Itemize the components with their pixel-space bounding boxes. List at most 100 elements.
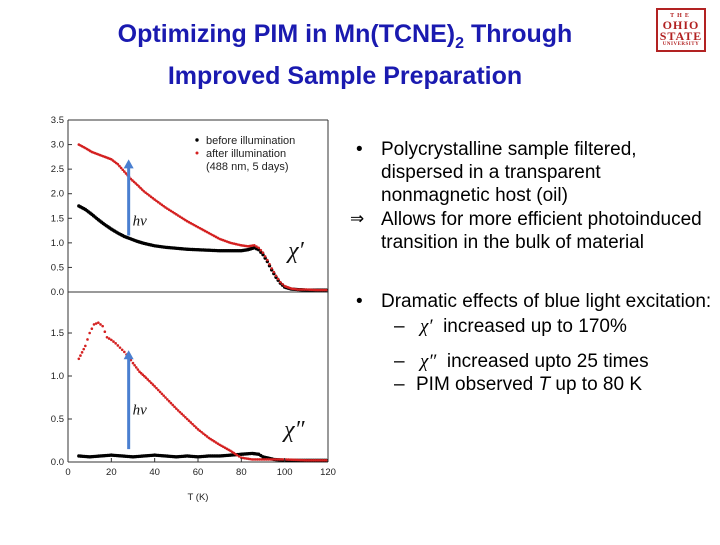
data-point: [268, 458, 272, 461]
data-point: [149, 381, 153, 385]
data-point: [169, 401, 173, 405]
data-point: [84, 344, 87, 348]
y-tick-label: 1.5: [51, 213, 64, 224]
y-tick-label: 1.5: [51, 328, 64, 339]
sub-item-chi-double-prime: – χ″ increased upto 25 times: [350, 350, 712, 373]
data-point: [176, 409, 180, 412]
y-tick-label: 0.0: [51, 287, 64, 298]
data-point: [276, 458, 279, 461]
data-point: [191, 422, 194, 426]
y-tick-label: 1.0: [51, 371, 64, 382]
data-point: [254, 458, 258, 461]
data-point: [321, 288, 324, 292]
data-point: [259, 458, 263, 461]
data-point: [265, 458, 268, 461]
data-point: [193, 424, 196, 428]
bullet-1-implies-text: Allows for more efficient photoinduced t…: [381, 209, 702, 253]
data-point: [146, 378, 150, 381]
bullet-list: • Polycrystalline sample filtered, dispe…: [350, 138, 712, 396]
data-point: [203, 433, 207, 437]
chi-double-prime-symbol: χ″: [420, 351, 437, 372]
data-point: [107, 337, 111, 340]
data-point: [82, 347, 86, 351]
data-point: [162, 394, 165, 397]
data-point: [279, 458, 283, 461]
data-point: [155, 386, 158, 390]
data-point: [99, 323, 102, 326]
ohio-state-logo: THE OHIO STATE UNIVERSITY: [656, 8, 706, 52]
bullet-2-text: Dramatic effects of blue light excitatio…: [381, 291, 712, 312]
y-tick-label: 3.5: [51, 115, 64, 126]
data-point: [235, 453, 239, 457]
y-tick-label: 1.0: [51, 238, 64, 249]
bullet-1-implies: ⇒ Allows for more efficient photoinduced…: [350, 208, 712, 254]
data-point: [202, 432, 205, 435]
bullet-mark: •: [356, 291, 363, 312]
y-tick-label: 2.5: [51, 164, 64, 175]
data-point: [257, 246, 260, 250]
data-point: [255, 245, 258, 248]
data-point: [118, 164, 121, 168]
x-tick-label: 80: [236, 467, 247, 478]
data-point: [158, 390, 162, 394]
data-point: [147, 194, 151, 197]
data-point: [270, 267, 273, 270]
data-point: [306, 458, 310, 462]
data-point: [279, 280, 282, 284]
chi-double-prime-label: χ″: [282, 417, 306, 443]
data-point: [140, 188, 144, 191]
data-point: [92, 323, 96, 326]
data-point: [162, 204, 165, 208]
sub-item-chi-prime: – χ′ increased up to 170%: [350, 315, 712, 338]
sub-item-2-text: increased upto 25 times: [446, 351, 649, 372]
title-line-2: Improved Sample Preparation: [167, 62, 523, 90]
data-point: [118, 346, 122, 349]
data-point: [171, 403, 175, 407]
data-point: [323, 288, 326, 292]
data-point: [112, 340, 115, 343]
photon-energy-label: hν: [133, 403, 148, 419]
legend-after: after illumination: [206, 148, 286, 160]
data-point: [182, 414, 185, 417]
data-point: [317, 288, 321, 292]
data-point: [137, 185, 141, 188]
data-point: [119, 166, 123, 170]
data-point: [97, 321, 100, 324]
data-point: [160, 392, 164, 396]
data-point: [196, 428, 200, 431]
data-point: [310, 458, 314, 462]
data-point: [144, 376, 148, 380]
data-point: [136, 368, 140, 371]
data-point: [148, 379, 151, 383]
data-point: [274, 458, 277, 461]
bullet-1: • Polycrystalline sample filtered, dispe…: [350, 138, 712, 207]
data-point: [281, 282, 284, 286]
data-point: [256, 248, 261, 252]
data-point: [178, 410, 182, 414]
data-point: [315, 458, 319, 462]
data-point: [263, 255, 267, 258]
data-point: [319, 458, 323, 462]
data-point: [134, 366, 138, 369]
data-point: [259, 250, 263, 254]
data-point: [144, 191, 147, 194]
data-point: [90, 327, 94, 331]
data-point: [194, 426, 198, 429]
data-point: [88, 331, 91, 335]
data-point: [160, 203, 164, 207]
data-point: [175, 407, 178, 410]
data-point: [114, 342, 117, 345]
data-point: [116, 344, 120, 347]
data-point: [189, 421, 193, 424]
y-tick-label: 0.0: [51, 457, 64, 468]
data-point: [317, 458, 321, 462]
dash: –: [394, 316, 405, 337]
data-point: [272, 270, 276, 274]
data-point: [156, 388, 160, 392]
data-point: [205, 435, 209, 438]
data-point: [261, 458, 265, 461]
data-point: [252, 458, 256, 461]
data-point: [173, 405, 176, 409]
x-tick-label: 60: [193, 467, 204, 478]
